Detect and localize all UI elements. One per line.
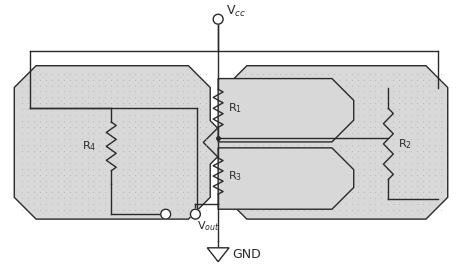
Circle shape: [213, 14, 223, 24]
Text: R$_3$: R$_3$: [227, 169, 242, 183]
Text: V$_{out}$: V$_{out}$: [197, 219, 219, 233]
Polygon shape: [207, 248, 229, 262]
Text: GND: GND: [232, 248, 260, 261]
Text: R$_1$: R$_1$: [227, 101, 242, 115]
Polygon shape: [14, 66, 232, 219]
Text: R$_4$: R$_4$: [81, 139, 96, 153]
Polygon shape: [218, 148, 353, 209]
Text: V$_{cc}$: V$_{cc}$: [225, 4, 246, 19]
Polygon shape: [218, 79, 353, 142]
Polygon shape: [203, 66, 447, 219]
Circle shape: [190, 209, 200, 219]
Text: R$_2$: R$_2$: [397, 137, 411, 151]
Circle shape: [160, 209, 170, 219]
